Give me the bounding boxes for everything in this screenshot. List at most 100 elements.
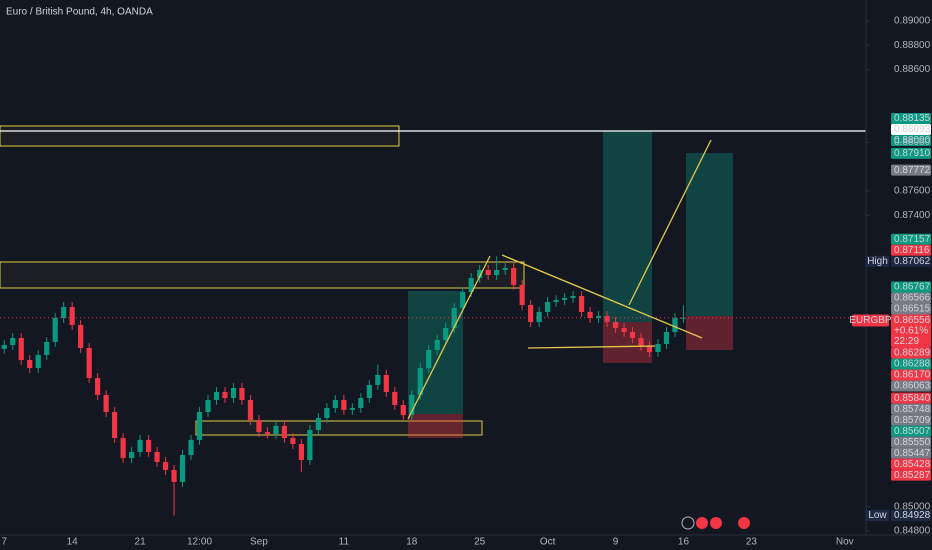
candle-body <box>120 437 126 459</box>
candle-body <box>290 437 296 444</box>
y-tick-label: 0.88000 <box>894 137 931 148</box>
countdown: 22:29 <box>894 336 919 347</box>
candle-body <box>426 349 432 369</box>
price-label: 0.86767 <box>894 282 931 293</box>
candle-body <box>545 301 551 312</box>
price-label-box <box>891 425 931 437</box>
price-label-box <box>891 403 931 415</box>
candle-body <box>680 317 687 319</box>
candle-body <box>536 311 542 323</box>
candle-body <box>315 417 321 430</box>
event-icon[interactable] <box>710 517 722 529</box>
price-label-box <box>891 358 931 370</box>
candle-body <box>663 331 670 344</box>
candle-body <box>578 296 585 312</box>
candle-body <box>485 269 491 276</box>
symbol-box <box>852 314 889 327</box>
candle-body <box>604 315 610 323</box>
candle-body <box>324 407 330 418</box>
candle-body <box>86 348 92 378</box>
x-tick-label: 23 <box>746 537 758 548</box>
event-icon[interactable] <box>681 516 695 530</box>
symbol-label: EURGBP <box>849 315 892 326</box>
price-label: 0.85607 <box>894 426 931 437</box>
price-label: 0.85550 <box>894 437 931 448</box>
candle-body <box>281 425 288 438</box>
price-label-box <box>891 380 931 392</box>
price-label-box <box>891 458 931 470</box>
x-tick-label: 21 <box>135 537 147 548</box>
candle-body <box>52 318 58 342</box>
candle-body <box>561 297 568 301</box>
candle-body <box>502 267 508 270</box>
extreme-name-box <box>866 509 889 521</box>
price-label-box <box>891 347 931 359</box>
last-price-box <box>891 314 931 348</box>
event-icon[interactable] <box>696 517 708 529</box>
price-change: +0.61% <box>894 326 928 337</box>
x-tick-label: 9 <box>613 537 619 548</box>
candle-body <box>417 368 423 395</box>
price-label: 0.86515 <box>894 304 931 315</box>
candle-body <box>128 451 135 459</box>
price-label-box <box>891 281 931 293</box>
price-label-box <box>891 233 931 245</box>
candle-body <box>264 432 271 434</box>
candle-body <box>621 327 627 332</box>
price-label-box <box>891 436 931 448</box>
candle-body <box>366 384 372 399</box>
y-tick-label: 0.87600 <box>894 186 931 197</box>
candle-body <box>646 345 653 353</box>
candle-body <box>349 407 355 410</box>
candle-body <box>400 404 406 416</box>
candle-body <box>239 387 245 400</box>
candle-body <box>273 425 279 434</box>
y-tick-label: 0.88600 <box>894 64 931 75</box>
candle-body <box>162 462 169 470</box>
candle-body <box>298 443 305 460</box>
trend-line <box>407 255 491 420</box>
candle-body <box>10 338 16 345</box>
candle-body <box>137 439 143 452</box>
candle-body <box>383 374 389 392</box>
y-tick-label: 0.88800 <box>894 40 931 51</box>
candle-body <box>27 360 33 369</box>
zone-box <box>0 261 525 289</box>
price-label-box <box>891 244 931 256</box>
candle-body <box>307 429 313 460</box>
x-tick-label: 12:00 <box>187 537 212 548</box>
price-label: 0.85748 <box>894 404 931 415</box>
target-zone <box>686 153 733 316</box>
candle-body <box>230 387 237 399</box>
triangle-line <box>527 345 656 349</box>
candle-body <box>341 399 347 410</box>
candle-body <box>1 344 7 349</box>
y-tick-label: 0.87400 <box>894 210 931 221</box>
price-label-box <box>891 469 931 481</box>
candle-body <box>451 307 457 328</box>
candle-body <box>171 469 177 482</box>
candle-body <box>638 338 644 346</box>
y-tick-label: 0.84800 <box>894 526 931 537</box>
candle-body <box>570 296 576 298</box>
candle-body <box>18 338 24 361</box>
candle-body <box>409 394 415 416</box>
event-icon[interactable] <box>738 517 750 529</box>
candle-body <box>179 454 186 482</box>
price-label: 0.86566 <box>894 293 931 304</box>
trend-line <box>628 139 712 306</box>
candle-body <box>256 420 262 433</box>
price-label-box <box>891 124 931 136</box>
x-tick-label: Nov <box>836 537 854 548</box>
candle-body <box>145 439 152 452</box>
triangle-line <box>501 254 703 339</box>
candle-body <box>35 354 41 369</box>
candle-body <box>519 284 525 306</box>
candle-body <box>468 277 474 293</box>
drawings <box>0 125 866 438</box>
candles <box>0 256 866 516</box>
candle-body <box>434 339 440 350</box>
candle-body <box>44 341 50 355</box>
